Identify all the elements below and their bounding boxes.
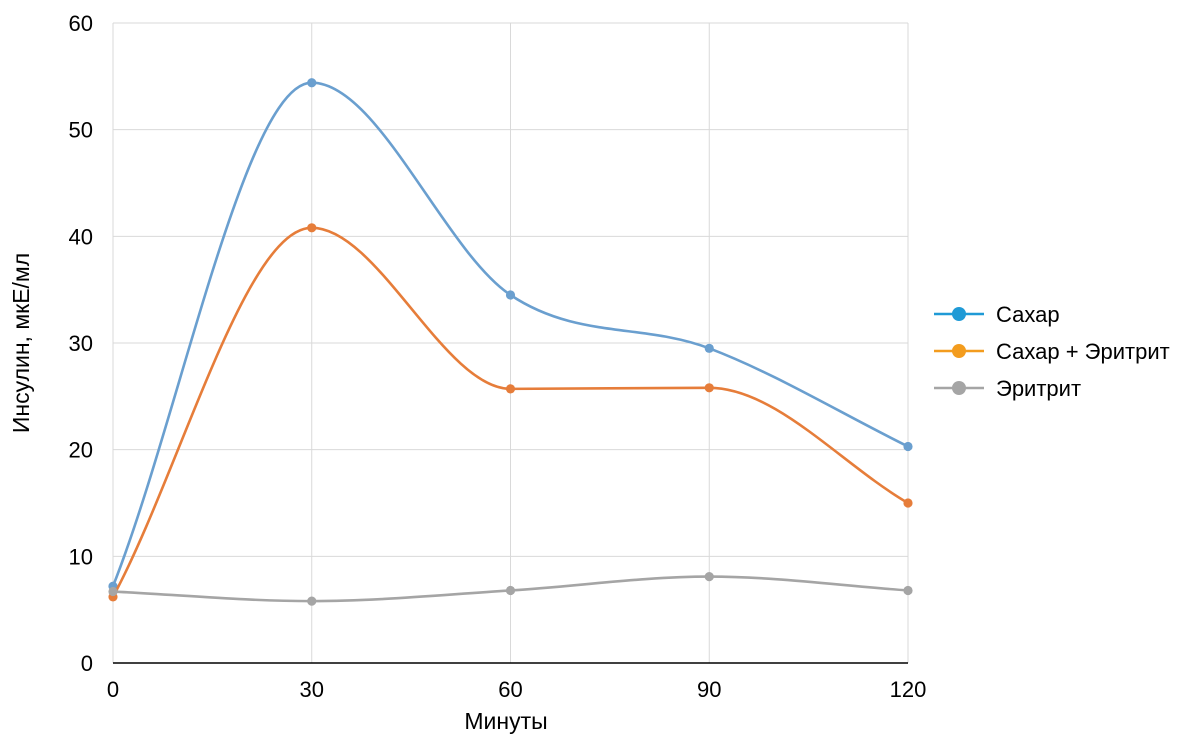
legend-item: Сахар (934, 302, 1060, 327)
series-group (108, 78, 913, 606)
y-tick-label: 10 (69, 544, 93, 569)
legend-label: Эритрит (996, 376, 1081, 401)
y-tick-label: 50 (69, 118, 93, 143)
y-tick-label: 30 (69, 331, 93, 356)
series-3 (108, 572, 913, 606)
legend-item: Эритрит (934, 376, 1081, 401)
x-tick-label: 120 (890, 677, 927, 702)
data-point (704, 572, 714, 582)
data-point (307, 223, 317, 233)
axes: 0 10 20 30 40 50 60 0 30 60 90 120 (69, 11, 927, 702)
y-tick-label: 40 (69, 224, 93, 249)
legend-marker-swatch (952, 381, 966, 395)
series-1 (108, 78, 913, 591)
x-axis-title: Минуты (464, 708, 547, 734)
y-tick-label: 0 (81, 651, 93, 676)
legend-marker-swatch (952, 344, 966, 358)
series-line (111, 81, 910, 588)
x-tick-label: 30 (300, 677, 324, 702)
legend-label: Сахар + Эритрит (996, 339, 1170, 364)
data-point (307, 596, 317, 606)
data-point (903, 498, 913, 508)
data-point (903, 585, 913, 596)
y-tick-label: 20 (69, 438, 93, 463)
legend-label: Сахар (996, 302, 1060, 327)
x-tick-label: 0 (107, 677, 119, 702)
data-point (505, 290, 516, 300)
data-point (108, 586, 118, 597)
y-axis-title: Инсулин, мкЕ/мл (8, 253, 34, 433)
data-point (505, 585, 516, 596)
grid (112, 22, 909, 663)
data-point (704, 343, 714, 353)
data-point (704, 383, 714, 393)
series-line (111, 226, 910, 599)
legend: Сахар Сахар + Эритрит Эритрит (934, 302, 1170, 401)
y-tick-label: 60 (69, 11, 93, 36)
x-tick-label: 90 (697, 677, 721, 702)
data-point (307, 78, 317, 88)
data-point (505, 384, 516, 394)
legend-item: Сахар + Эритрит (934, 339, 1170, 364)
x-tick-label: 60 (498, 677, 522, 702)
data-point (903, 441, 913, 452)
legend-marker-swatch (952, 307, 966, 321)
